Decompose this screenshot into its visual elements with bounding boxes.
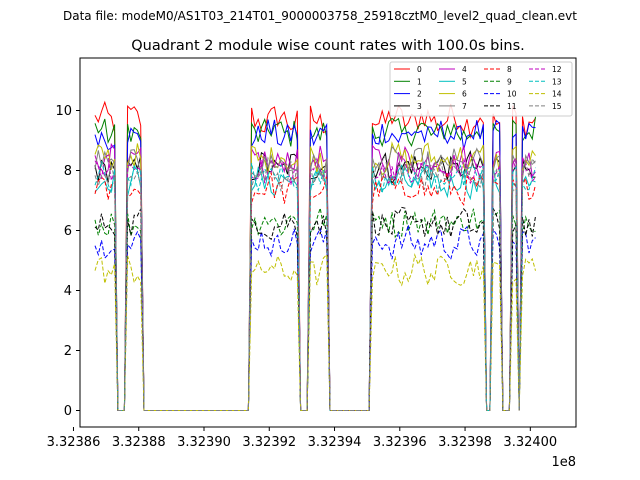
x-axis-offset-label: 1e8 xyxy=(551,455,576,470)
series-line-8 xyxy=(94,172,536,411)
x-tick-label: 3.32394 xyxy=(308,435,362,450)
legend-label-0: 0 xyxy=(417,65,422,74)
x-tick-label: 3.32388 xyxy=(112,435,166,450)
axes-frame xyxy=(79,57,577,428)
legend-frame xyxy=(389,61,573,117)
y-tick-label: 10 xyxy=(55,104,72,119)
series-line-15 xyxy=(94,156,536,411)
x-tick-label: 3.32386 xyxy=(47,435,101,450)
legend-label-12: 12 xyxy=(552,65,562,74)
legend-label-3: 3 xyxy=(417,102,422,111)
legend-label-13: 13 xyxy=(552,77,562,86)
x-tick-label: 3.32400 xyxy=(503,435,557,450)
plot-area xyxy=(94,100,536,411)
x-tick-label: 3.32396 xyxy=(373,435,427,450)
y-tick-label: 4 xyxy=(64,284,72,299)
legend-label-6: 6 xyxy=(462,90,467,99)
figure-suptitle: Data file: modeM0/AS1T03_214T01_90000037… xyxy=(63,9,577,23)
legend-label-15: 15 xyxy=(552,102,562,111)
series-line-12 xyxy=(94,154,536,411)
chart-title: Quadrant 2 module wise count rates with … xyxy=(131,38,525,54)
legend-label-2: 2 xyxy=(417,90,422,99)
y-tick-label: 0 xyxy=(64,404,72,419)
legend-label-9: 9 xyxy=(507,77,512,86)
y-tick-label: 6 xyxy=(64,224,72,239)
series-line-10 xyxy=(94,225,536,411)
series-line-7 xyxy=(94,145,536,411)
x-tick-label: 3.32392 xyxy=(242,435,296,450)
legend-label-7: 7 xyxy=(462,102,467,111)
series-line-4 xyxy=(94,142,536,411)
y-axis: 0 2 4 6 8 10 xyxy=(55,104,80,419)
legend-label-4: 4 xyxy=(462,65,467,74)
x-tick-label: 3.32390 xyxy=(177,435,231,450)
series-line-0 xyxy=(94,100,536,411)
series-line-13 xyxy=(94,161,536,411)
series-line-3 xyxy=(94,149,536,411)
series-line-14 xyxy=(94,253,536,411)
x-axis: 3.32386 3.32388 3.32390 3.32392 3.32394 3.323… xyxy=(47,427,557,450)
legend-label-8: 8 xyxy=(507,65,512,74)
x-tick-label: 3.32398 xyxy=(438,435,492,450)
legend-label-10: 10 xyxy=(507,90,517,99)
legend-label-14: 14 xyxy=(552,90,562,99)
series-line-5 xyxy=(94,164,536,411)
y-tick-label: 8 xyxy=(64,164,72,179)
y-tick-label: 2 xyxy=(64,344,72,359)
legend-label-5: 5 xyxy=(462,77,467,86)
legend-label-11: 11 xyxy=(507,102,517,111)
legend-label-1: 1 xyxy=(417,77,422,86)
